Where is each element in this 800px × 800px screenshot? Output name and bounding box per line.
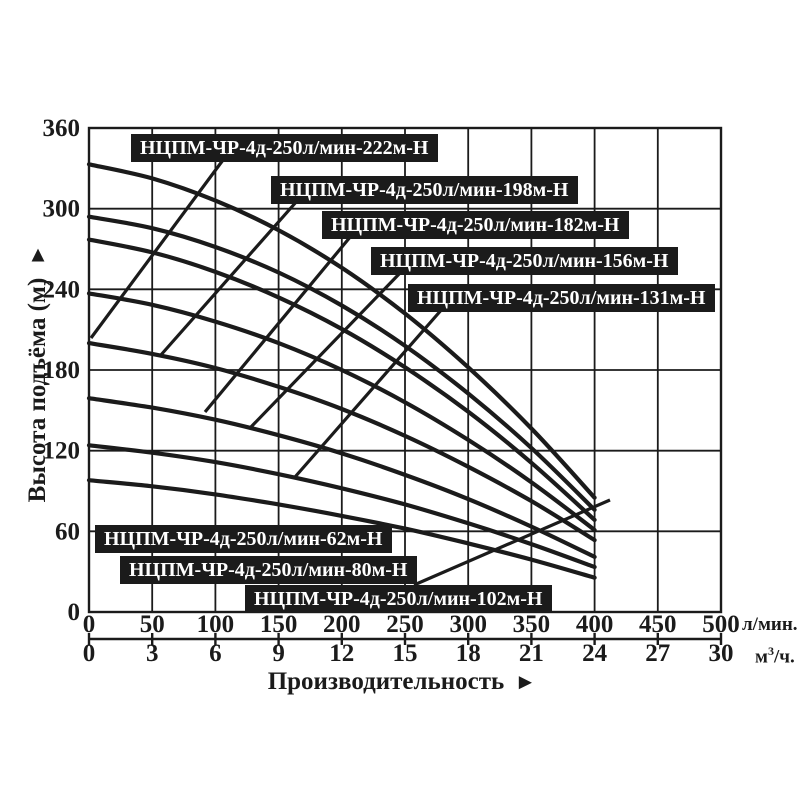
x-tick-label-m3h: 6 <box>209 640 222 667</box>
y-axis-title-text: Высота подъёма (м) <box>24 277 51 503</box>
arrow-right-icon: ► <box>514 669 537 694</box>
curve-222 <box>86 162 597 500</box>
leader-line-222 <box>89 159 225 339</box>
curve-label-156: НЦПМ-ЧР-4д-250л/мин-156м-Н <box>371 247 678 275</box>
x-axis-title: Производительность ► <box>268 668 537 696</box>
leader-line-182 <box>203 234 353 414</box>
x-tick-label-m3h: 27 <box>645 640 670 667</box>
y-axis-title: Высота подъёма (м) ▲ <box>24 241 52 503</box>
curve-198 <box>86 214 597 512</box>
curve-131 <box>86 341 597 543</box>
y-tick-label: 240 <box>43 276 81 303</box>
x-tick-label-m3h: 15 <box>393 640 418 667</box>
curve-label-80: НЦПМ-ЧР-4д-250л/мин-80м-Н <box>120 556 417 584</box>
x-axis-unit-m3h: м3/ч. <box>755 644 795 668</box>
leader-line-102 <box>413 498 611 587</box>
curve-80 <box>86 443 597 570</box>
curve-156 <box>86 291 597 533</box>
y-tick-label: 360 <box>43 115 81 142</box>
x-tick-label-m3h: 0 <box>83 640 96 667</box>
leader-line-156 <box>248 270 403 430</box>
x-tick-label-m3h: 12 <box>329 640 354 667</box>
x-tick-label-m3h: 18 <box>456 640 481 667</box>
x-tick-label-lmin: 0 <box>83 611 96 638</box>
curve-label-198: НЦПМ-ЧР-4д-250л/мин-198м-Н <box>271 176 578 204</box>
leader-line-198 <box>158 199 299 358</box>
y-tick-label: 180 <box>43 357 81 384</box>
curve-102 <box>86 396 597 559</box>
x-axis-title-text: Производительность <box>267 668 505 695</box>
y-tick-label: 300 <box>43 196 81 223</box>
x-tick-label-m3h: 30 <box>709 640 734 667</box>
curve-label-222: НЦПМ-ЧР-4д-250л/мин-222м-Н <box>131 134 438 162</box>
leader-line-131 <box>293 306 445 479</box>
curve-label-131: НЦПМ-ЧР-4д-250л/мин-131м-Н <box>408 284 715 312</box>
x-tick-label-m3h: 3 <box>146 640 159 667</box>
curve-62 <box>86 478 597 580</box>
x-tick-label-m3h: 24 <box>582 640 608 667</box>
curve-label-102: НЦПМ-ЧР-4д-250л/мин-102м-Н <box>245 585 552 613</box>
x-tick-label-m3h: 21 <box>519 640 544 667</box>
curve-label-182: НЦПМ-ЧР-4д-250л/мин-182м-Н <box>322 211 629 239</box>
arrow-up-icon: ▲ <box>27 241 49 267</box>
curve-182 <box>86 237 597 522</box>
curve-label-62: НЦПМ-ЧР-4д-250л/мин-62м-Н <box>95 525 392 553</box>
x-tick-label-m3h: 9 <box>272 640 285 667</box>
x-axis-unit-lmin: л/мин. <box>742 614 798 635</box>
y-tick-label: 60 <box>55 518 80 545</box>
y-tick-label: 120 <box>43 438 81 465</box>
y-tick-label: 0 <box>68 599 81 626</box>
